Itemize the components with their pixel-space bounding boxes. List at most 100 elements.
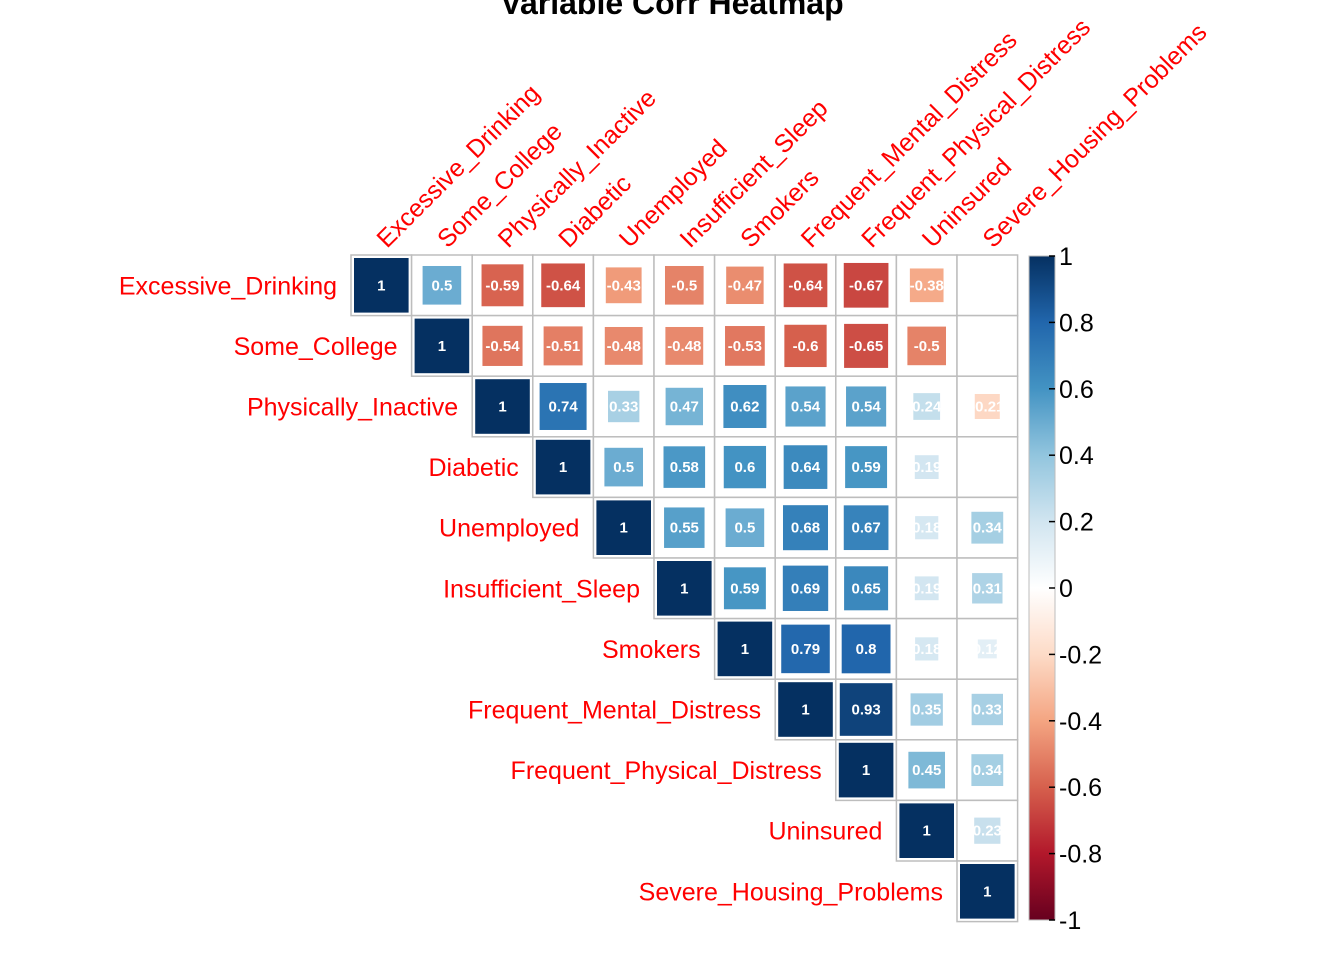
cell-insufficient-sleep-insufficient-sleep xyxy=(657,561,712,616)
colorbar-tick-label: -0.4 xyxy=(1059,708,1102,736)
cell-some-college-frequent-mental-distress xyxy=(784,324,827,368)
cell-uninsured-uninsured xyxy=(899,803,954,858)
cell-smokers-severe-housing-problems xyxy=(977,639,997,659)
cell-value-physically-inactive-diabetic: 0.74 xyxy=(548,399,578,416)
cell-diabetic-severe-housing-problems xyxy=(986,466,989,469)
cell-smokers-uninsured xyxy=(915,637,939,661)
row-label-frequent-mental-distress: Frequent_Mental_Distress xyxy=(468,697,761,725)
cell-unemployed-severe-housing-problems xyxy=(971,511,1004,544)
cell-some-college-insufficient-sleep xyxy=(665,326,704,365)
cell-excessive-drinking-diabetic xyxy=(541,263,585,308)
cell-some-college-uninsured xyxy=(907,326,947,366)
cell-excessive-drinking-severe-housing-problems xyxy=(986,284,989,287)
cell-unemployed-frequent-mental-distress xyxy=(782,505,829,551)
cell-unemployed-frequent-physical-distress xyxy=(843,505,889,551)
cell-value-insufficient-sleep-smokers: 0.59 xyxy=(730,580,759,597)
cell-value-diabetic-uninsured: 0.19 xyxy=(912,459,941,476)
row-label-insufficient-sleep: Insufficient_Sleep xyxy=(443,575,640,603)
chart-title: Variable Corr Heatmap xyxy=(500,0,843,21)
cell-value-unemployed-insufficient-sleep: 0.55 xyxy=(670,520,699,537)
cell-value-smokers-frequent-mental-distress: 0.79 xyxy=(791,641,820,658)
cell-value-frequent-mental-distress-severe-housing-problems: 0.33 xyxy=(973,702,1002,719)
colorbar-tick-label: -0.8 xyxy=(1059,841,1102,869)
cell-value-smokers-smokers: 1 xyxy=(741,641,749,658)
cell-value-excessive-drinking-some-college: 0.5 xyxy=(431,277,452,294)
cell-value-uninsured-severe-housing-problems: 0.23 xyxy=(973,823,1002,840)
cell-smokers-frequent-physical-distress xyxy=(841,624,891,674)
cell-value-some-college-unemployed: -0.48 xyxy=(607,338,641,355)
cell-value-some-college-physically-inactive: -0.54 xyxy=(485,338,520,355)
cell-value-insufficient-sleep-uninsured: 0.19 xyxy=(912,580,941,597)
cell-value-insufficient-sleep-frequent-mental-distress: 0.69 xyxy=(791,580,820,597)
cell-value-unemployed-smokers: 0.5 xyxy=(734,520,755,537)
cell-physically-inactive-diabetic xyxy=(539,383,587,430)
cell-value-excessive-drinking-physically-inactive: -0.59 xyxy=(485,277,519,294)
cell-value-smokers-uninsured: 0.18 xyxy=(912,641,941,658)
row-labels: Excessive_Drinking Some_College Physically… xyxy=(119,272,943,906)
colorbar-tick-label: 0.2 xyxy=(1059,509,1094,537)
cell-value-some-college-insufficient-sleep: -0.48 xyxy=(667,338,701,355)
cell-unemployed-uninsured xyxy=(915,516,939,540)
cell-physically-inactive-unemployed xyxy=(608,390,640,423)
cell-value-smokers-severe-housing-problems: 0.12 xyxy=(973,641,1002,658)
cell-value-smokers-frequent-physical-distress: 0.8 xyxy=(856,641,877,658)
cell-bg-frequent-mental-distress-severe-housing-problems xyxy=(956,678,1019,741)
cell-value-frequent-mental-distress-uninsured: 0.35 xyxy=(912,702,941,719)
cell-diabetic-unemployed xyxy=(604,447,644,487)
cell-value-insufficient-sleep-insufficient-sleep: 1 xyxy=(680,580,688,597)
cell-excessive-drinking-smokers xyxy=(726,266,764,305)
cell-some-college-some-college xyxy=(414,318,470,374)
cell-value-physically-inactive-uninsured: 0.24 xyxy=(912,399,942,416)
cell-value-severe-housing-problems-severe-housing-problems: 1 xyxy=(983,883,991,900)
cell-diabetic-insufficient-sleep xyxy=(663,446,706,488)
cell-insufficient-sleep-frequent-mental-distress xyxy=(782,565,829,611)
cell-unemployed-insufficient-sleep xyxy=(664,507,705,548)
cell-some-college-diabetic xyxy=(543,326,583,366)
cell-frequent-physical-distress-uninsured xyxy=(908,751,946,789)
cell-physically-inactive-uninsured xyxy=(913,393,941,420)
cell-diabetic-frequent-mental-distress xyxy=(783,445,828,489)
cell-value-physically-inactive-unemployed: 0.33 xyxy=(609,399,638,416)
cell-physically-inactive-smokers xyxy=(723,385,767,428)
cell-value-physically-inactive-smokers: 0.62 xyxy=(730,399,759,416)
cell-diabetic-diabetic xyxy=(535,439,591,495)
column-label-frequent-physical-distress: Frequent_Physical_Distress xyxy=(856,13,1096,253)
colorbar-tick-label: 0.6 xyxy=(1059,376,1094,404)
cell-value-excessive-drinking-excessive-drinking: 1 xyxy=(377,277,385,294)
cell-value-frequent-physical-distress-severe-housing-problems: 0.34 xyxy=(973,762,1003,779)
cell-value-some-college-smokers: -0.53 xyxy=(728,338,762,355)
cell-physically-inactive-frequent-mental-distress xyxy=(785,386,826,427)
cell-frequent-mental-distress-uninsured xyxy=(910,693,943,726)
cell-diabetic-frequent-physical-distress xyxy=(845,446,888,489)
cell-frequent-physical-distress-severe-housing-problems xyxy=(971,754,1004,787)
cell-excessive-drinking-some-college xyxy=(422,265,462,305)
cell-excessive-drinking-uninsured xyxy=(909,268,944,303)
cell-some-college-unemployed xyxy=(604,326,643,365)
cell-value-unemployed-uninsured: 0.18 xyxy=(912,520,941,537)
cell-value-diabetic-diabetic: 1 xyxy=(559,459,567,476)
cell-insufficient-sleep-severe-housing-problems xyxy=(972,573,1003,604)
cell-physically-inactive-frequent-physical-distress xyxy=(846,386,887,427)
row-label-frequent-physical-distress: Frequent_Physical_Distress xyxy=(511,757,822,785)
cell-excessive-drinking-frequent-mental-distress xyxy=(783,263,828,308)
cell-value-diabetic-smokers: 0.6 xyxy=(734,459,755,476)
cell-value-diabetic-frequent-physical-distress: 0.59 xyxy=(851,459,880,476)
cell-frequent-mental-distress-frequent-physical-distress xyxy=(839,683,893,736)
colorbar-tick-label: -1 xyxy=(1059,907,1081,935)
cell-frequent-mental-distress-frequent-mental-distress xyxy=(778,682,833,737)
row-label-unemployed: Unemployed xyxy=(439,515,579,543)
row-label-severe-housing-problems: Severe_Housing_Problems xyxy=(639,878,943,906)
cell-value-insufficient-sleep-severe-housing-problems: 0.31 xyxy=(973,580,1002,597)
cell-value-some-college-some-college: 1 xyxy=(438,338,446,355)
cell-value-physically-inactive-frequent-physical-distress: 0.54 xyxy=(851,399,881,416)
cell-value-excessive-drinking-smokers: -0.47 xyxy=(728,277,762,294)
cell-value-physically-inactive-frequent-mental-distress: 0.54 xyxy=(791,399,821,416)
cell-value-excessive-drinking-unemployed: -0.43 xyxy=(607,277,641,294)
cell-excessive-drinking-excessive-drinking xyxy=(354,258,409,313)
cell-some-college-physically-inactive xyxy=(482,325,523,366)
cell-value-excessive-drinking-uninsured: -0.38 xyxy=(910,277,944,294)
cell-value-some-college-frequent-mental-distress: -0.6 xyxy=(793,338,819,355)
cell-value-unemployed-frequent-mental-distress: 0.68 xyxy=(791,520,820,537)
cell-value-unemployed-severe-housing-problems: 0.34 xyxy=(973,520,1003,537)
cell-some-college-severe-housing-problems xyxy=(986,344,989,347)
